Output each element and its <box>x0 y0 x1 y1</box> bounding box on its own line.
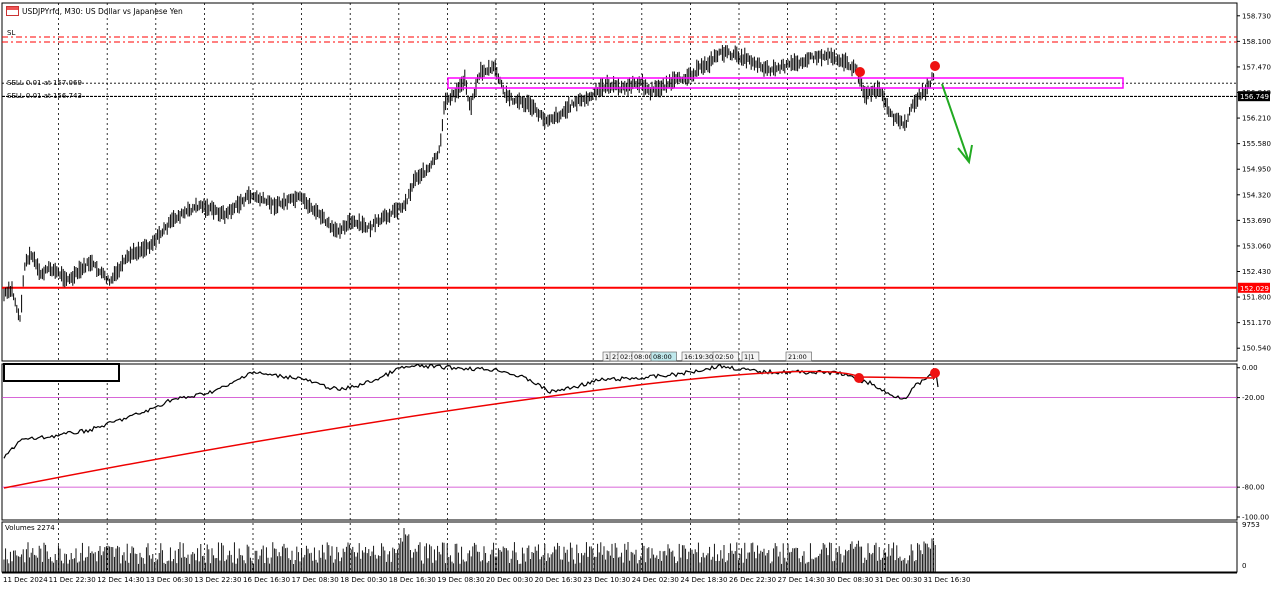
event-tag <box>785 351 812 362</box>
volume-label: Volumes 2274 <box>5 524 55 532</box>
order-label-2[interactable]: SELL 0.01 at 156.743 <box>7 92 82 100</box>
support-price-tag-text: 152.029 <box>1240 285 1269 293</box>
volume-level-label: 0 <box>1242 562 1246 570</box>
sl-label: SL <box>7 29 16 37</box>
time-tick-label: 18 Dec 16:30 <box>389 576 436 584</box>
time-tick-label: 30 Dec 08:30 <box>826 576 873 584</box>
volume-level-label: 9753 <box>1242 521 1260 529</box>
time-tick-label: 11 Dec 22:30 <box>49 576 96 584</box>
time-tick-label: 31 Dec 00:30 <box>875 576 922 584</box>
time-tick-label: 27 Dec 14:30 <box>778 576 825 584</box>
pane-frame-1 <box>1 363 1238 521</box>
indicator-level-label: 0.00 <box>1242 364 1258 372</box>
price-tick-label: 151.800 <box>1242 294 1271 302</box>
price-tick-label: 152.430 <box>1242 268 1271 276</box>
time-tick-label: 19 Dec 08:30 <box>437 576 484 584</box>
time-tick-label: 20 Dec 16:30 <box>535 576 582 584</box>
time-tick-label: 17 Dec 08:30 <box>292 576 339 584</box>
indicator-red-dot-1 <box>854 373 864 383</box>
indicator-level-label: -100.00 <box>1242 514 1269 522</box>
chart-title-bar: USDJPYrfd, M30: US Dollar vs Japanese Ye… <box>6 6 183 16</box>
time-tick-label: 13 Dec 22:30 <box>194 576 241 584</box>
down-arrow <box>941 83 970 163</box>
time-tick-label: 12 Dec 14:30 <box>97 576 144 584</box>
event-tag-text: 1|1 <box>744 353 754 361</box>
indicator-level-label: -80.00 <box>1242 484 1265 492</box>
window-menu-icon[interactable] <box>6 6 19 16</box>
chart-title: USDJPYrfd, M30: US Dollar vs Japanese Ye… <box>22 6 183 16</box>
red-dot-marker-1 <box>855 67 865 77</box>
event-tag-text: 08:00 <box>653 353 672 361</box>
time-tick-label: 31 Dec 16:30 <box>923 576 970 584</box>
time-tick-label: 26 Dec 22:30 <box>729 576 776 584</box>
time-tick-label: 11 Dec 2024 <box>3 576 48 584</box>
price-tick-label: 153.690 <box>1242 217 1271 225</box>
down-arrow-head <box>957 144 973 165</box>
price-tick-label: 154.950 <box>1242 166 1271 174</box>
support-price-tag <box>1238 282 1270 293</box>
price-tick-label: 156.210 <box>1242 115 1271 123</box>
order-label-1[interactable]: SELL 0.01 at 157.069 <box>7 79 82 87</box>
candlesticks <box>3 45 935 322</box>
time-tick-label: 20 Dec 00:30 <box>486 576 533 584</box>
current-price-tag-text: 156.749 <box>1240 93 1269 101</box>
event-tag <box>741 351 760 362</box>
time-tick-label: 24 Dec 02:30 <box>632 576 679 584</box>
time-tick-label: 18 Dec 00:30 <box>340 576 387 584</box>
event-tag-text: 02:50 <box>620 353 639 361</box>
price-tick-label: 155.580 <box>1242 140 1271 148</box>
event-tag <box>650 351 677 362</box>
price-tick-label: 158.730 <box>1242 12 1271 20</box>
pane-frame-0 <box>1 2 1238 362</box>
event-tag-text: 16:19:30 <box>684 353 713 361</box>
red-dot-marker-2 <box>930 61 940 71</box>
price-tick-label: 153.060 <box>1242 242 1271 250</box>
time-tick-label: 13 Dec 06:30 <box>146 576 193 584</box>
price-tick-label: 157.470 <box>1242 63 1271 71</box>
time-tick-label: 16 Dec 16:30 <box>243 576 290 584</box>
price-tick-label: 150.540 <box>1242 345 1271 353</box>
indicator-ma-line <box>3 370 936 489</box>
resistance-zone <box>447 77 1124 89</box>
price-tick-label: 151.170 <box>1242 319 1271 327</box>
event-tag-text: 08:00 <box>634 353 653 361</box>
event-tag <box>712 351 739 362</box>
event-tag-text: 02:50 <box>715 353 734 361</box>
indicator-red-dot-2 <box>930 368 940 378</box>
indicator-name-box <box>3 363 120 382</box>
pane-frame-2 <box>1 521 1238 573</box>
indicator-line <box>3 363 939 459</box>
indicator-level-label: -20.00 <box>1242 394 1265 402</box>
price-tick-label: 158.100 <box>1242 38 1271 46</box>
time-tick-label: 24 Dec 18:30 <box>680 576 727 584</box>
time-tick-label: 23 Dec 10:30 <box>583 576 630 584</box>
current-price-tag <box>1238 91 1270 102</box>
event-tag-text: 21:00 <box>788 353 807 361</box>
volume-bars <box>3 528 936 572</box>
price-tick-label: 154.320 <box>1242 191 1271 199</box>
